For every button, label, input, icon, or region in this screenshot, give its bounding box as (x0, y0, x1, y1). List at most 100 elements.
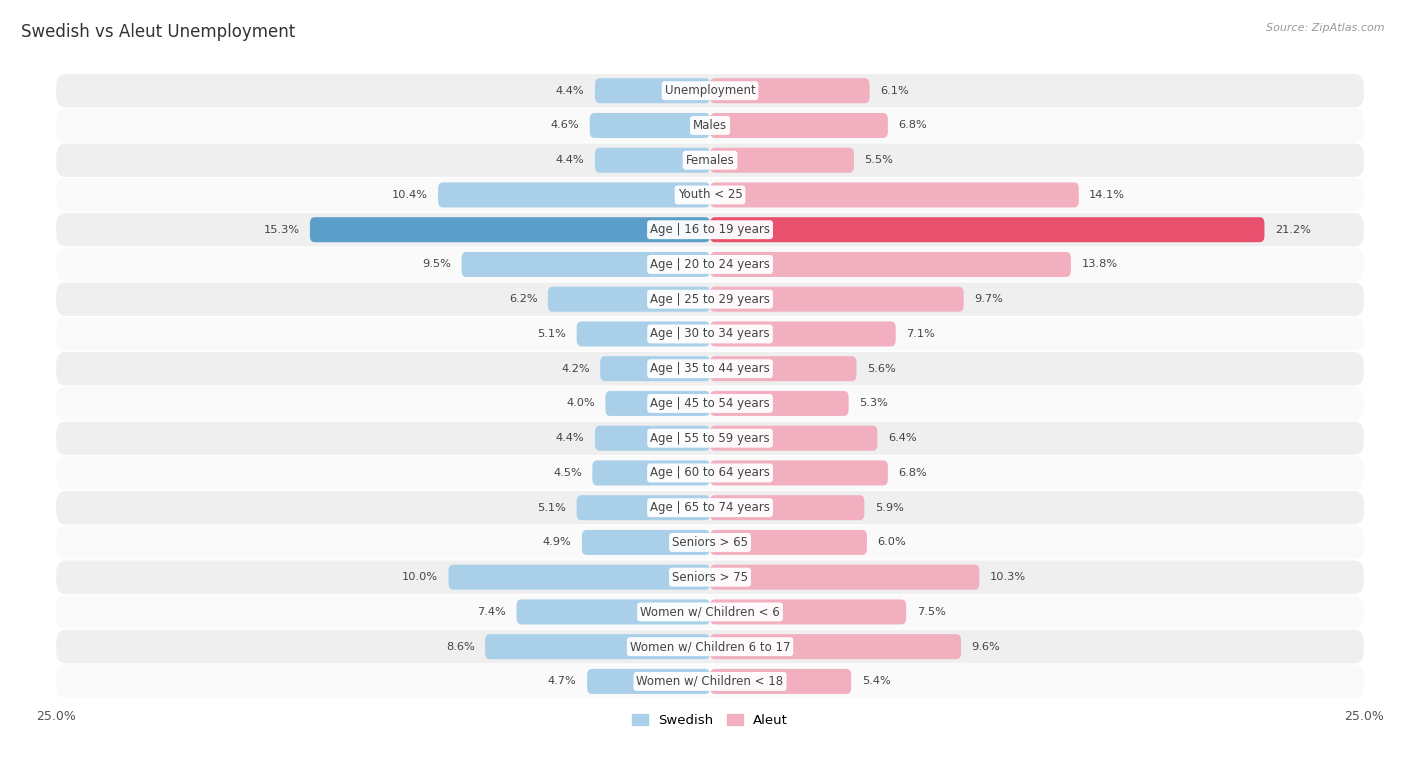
FancyBboxPatch shape (710, 600, 905, 625)
Text: Swedish vs Aleut Unemployment: Swedish vs Aleut Unemployment (21, 23, 295, 41)
FancyBboxPatch shape (56, 74, 1364, 107)
Text: Women w/ Children 6 to 17: Women w/ Children 6 to 17 (630, 640, 790, 653)
Text: 4.7%: 4.7% (548, 677, 576, 687)
Text: 4.0%: 4.0% (567, 398, 595, 409)
Text: 5.3%: 5.3% (859, 398, 889, 409)
FancyBboxPatch shape (600, 357, 710, 382)
Text: Seniors > 65: Seniors > 65 (672, 536, 748, 549)
FancyBboxPatch shape (710, 287, 963, 312)
Text: 6.8%: 6.8% (898, 120, 927, 130)
Text: 21.2%: 21.2% (1275, 225, 1310, 235)
Text: Unemployment: Unemployment (665, 84, 755, 97)
Text: Source: ZipAtlas.com: Source: ZipAtlas.com (1267, 23, 1385, 33)
FancyBboxPatch shape (589, 113, 710, 138)
FancyBboxPatch shape (606, 391, 710, 416)
Text: Age | 60 to 64 years: Age | 60 to 64 years (650, 466, 770, 479)
Text: 7.1%: 7.1% (905, 329, 935, 339)
FancyBboxPatch shape (56, 595, 1364, 628)
FancyBboxPatch shape (710, 669, 851, 694)
FancyBboxPatch shape (56, 630, 1364, 663)
Text: 6.0%: 6.0% (877, 537, 905, 547)
Text: 15.3%: 15.3% (263, 225, 299, 235)
FancyBboxPatch shape (595, 78, 710, 103)
FancyBboxPatch shape (56, 560, 1364, 593)
Text: Age | 55 to 59 years: Age | 55 to 59 years (650, 431, 770, 444)
FancyBboxPatch shape (595, 425, 710, 450)
FancyBboxPatch shape (710, 495, 865, 520)
Text: Women w/ Children < 18: Women w/ Children < 18 (637, 675, 783, 688)
Text: 7.4%: 7.4% (477, 607, 506, 617)
Text: Males: Males (693, 119, 727, 132)
FancyBboxPatch shape (56, 456, 1364, 490)
Text: Age | 25 to 29 years: Age | 25 to 29 years (650, 293, 770, 306)
Text: Females: Females (686, 154, 734, 167)
Text: Women w/ Children < 6: Women w/ Children < 6 (640, 606, 780, 618)
Text: 9.5%: 9.5% (422, 260, 451, 269)
FancyBboxPatch shape (439, 182, 710, 207)
FancyBboxPatch shape (309, 217, 710, 242)
FancyBboxPatch shape (710, 113, 887, 138)
FancyBboxPatch shape (710, 357, 856, 382)
Text: 14.1%: 14.1% (1090, 190, 1125, 200)
Text: 5.9%: 5.9% (875, 503, 904, 512)
Text: 6.4%: 6.4% (887, 433, 917, 443)
FancyBboxPatch shape (56, 317, 1364, 350)
Text: 6.1%: 6.1% (880, 86, 908, 95)
Text: Age | 35 to 44 years: Age | 35 to 44 years (650, 362, 770, 375)
FancyBboxPatch shape (56, 179, 1364, 212)
Text: 4.2%: 4.2% (561, 363, 589, 374)
FancyBboxPatch shape (588, 669, 710, 694)
FancyBboxPatch shape (710, 78, 869, 103)
FancyBboxPatch shape (56, 387, 1364, 420)
FancyBboxPatch shape (56, 491, 1364, 525)
Text: 13.8%: 13.8% (1081, 260, 1118, 269)
FancyBboxPatch shape (56, 248, 1364, 281)
FancyBboxPatch shape (56, 109, 1364, 142)
Text: 4.6%: 4.6% (551, 120, 579, 130)
FancyBboxPatch shape (56, 665, 1364, 698)
Text: 6.8%: 6.8% (898, 468, 927, 478)
FancyBboxPatch shape (710, 391, 849, 416)
FancyBboxPatch shape (710, 460, 887, 485)
Text: 5.1%: 5.1% (537, 329, 567, 339)
Text: Age | 20 to 24 years: Age | 20 to 24 years (650, 258, 770, 271)
Text: 4.9%: 4.9% (543, 537, 571, 547)
FancyBboxPatch shape (582, 530, 710, 555)
Text: 4.4%: 4.4% (555, 433, 585, 443)
FancyBboxPatch shape (56, 422, 1364, 455)
Text: Age | 45 to 54 years: Age | 45 to 54 years (650, 397, 770, 410)
Text: Age | 65 to 74 years: Age | 65 to 74 years (650, 501, 770, 514)
Text: Seniors > 75: Seniors > 75 (672, 571, 748, 584)
Text: 8.6%: 8.6% (446, 642, 475, 652)
Text: Age | 16 to 19 years: Age | 16 to 19 years (650, 223, 770, 236)
FancyBboxPatch shape (576, 322, 710, 347)
FancyBboxPatch shape (710, 634, 962, 659)
Text: 5.1%: 5.1% (537, 503, 567, 512)
FancyBboxPatch shape (710, 565, 980, 590)
Text: 9.6%: 9.6% (972, 642, 1000, 652)
Text: 6.2%: 6.2% (509, 294, 537, 304)
Text: 7.5%: 7.5% (917, 607, 945, 617)
FancyBboxPatch shape (710, 425, 877, 450)
Text: 5.6%: 5.6% (868, 363, 896, 374)
FancyBboxPatch shape (576, 495, 710, 520)
FancyBboxPatch shape (592, 460, 710, 485)
Text: 5.4%: 5.4% (862, 677, 890, 687)
Text: Youth < 25: Youth < 25 (678, 188, 742, 201)
Text: 9.7%: 9.7% (974, 294, 1002, 304)
FancyBboxPatch shape (56, 526, 1364, 559)
FancyBboxPatch shape (56, 282, 1364, 316)
FancyBboxPatch shape (595, 148, 710, 173)
Text: 4.5%: 4.5% (553, 468, 582, 478)
FancyBboxPatch shape (710, 252, 1071, 277)
FancyBboxPatch shape (710, 322, 896, 347)
Text: 10.3%: 10.3% (990, 572, 1026, 582)
FancyBboxPatch shape (56, 213, 1364, 246)
FancyBboxPatch shape (710, 148, 853, 173)
FancyBboxPatch shape (485, 634, 710, 659)
FancyBboxPatch shape (710, 217, 1264, 242)
Text: 10.4%: 10.4% (392, 190, 427, 200)
Text: 5.5%: 5.5% (865, 155, 893, 165)
FancyBboxPatch shape (516, 600, 710, 625)
FancyBboxPatch shape (710, 530, 868, 555)
